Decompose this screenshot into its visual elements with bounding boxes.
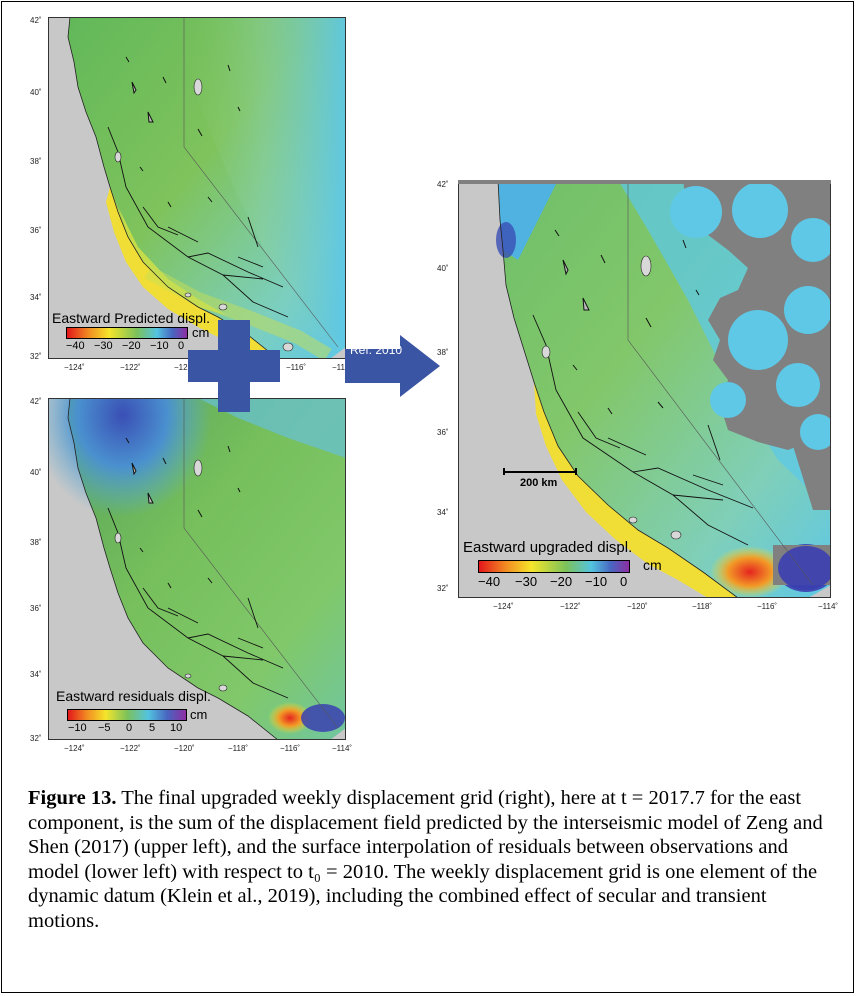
lat-tick: 34˚ (437, 508, 449, 517)
lon-tick: −124˚ (493, 602, 514, 611)
lon-tick: −114˚ (332, 744, 353, 753)
colorbar-title: Eastward Predicted displ. (52, 310, 210, 326)
lon-tick: −122˚ (120, 363, 141, 372)
colorbar-unit: cm (643, 557, 662, 573)
lon-tick: −114˚ (818, 602, 839, 611)
colorbar-tick: 10 (170, 722, 183, 734)
colorbar-tick: −10 (68, 722, 87, 734)
colorbar-tick: 0 (178, 340, 185, 352)
lat-tick: 36˚ (30, 604, 42, 613)
lon-tick: −116˚ (280, 744, 301, 753)
upgraded-map (458, 180, 831, 598)
colorbar-tick: 0 (620, 574, 628, 589)
colorbar-tick: −10 (150, 340, 169, 352)
scale-bar (503, 468, 577, 475)
plus-icon (188, 320, 280, 412)
colorbar (66, 327, 188, 339)
lat-tick: 38˚ (30, 538, 42, 547)
arrow-icon (345, 335, 440, 397)
lat-tick: 40˚ (30, 468, 42, 477)
colorbar-title: Eastward upgraded displ. (463, 539, 633, 556)
colorbar-title: Eastward residuals displ. (56, 688, 211, 704)
colorbar-tick: −40 (478, 574, 501, 589)
lat-tick: 42˚ (30, 16, 42, 25)
residuals-map (48, 398, 346, 740)
lat-tick: 34˚ (30, 293, 42, 302)
scale-bar-label: 200 km (520, 477, 558, 489)
colorbar (67, 709, 187, 721)
lat-tick: 40˚ (30, 88, 42, 97)
lat-tick: 42˚ (437, 180, 449, 189)
lon-tick: −124˚ (64, 363, 85, 372)
lon-tick: −122˚ (560, 602, 581, 611)
colorbar-unit: cm (192, 325, 210, 340)
predicted-map (48, 17, 346, 359)
colorbar-tick: −20 (550, 574, 573, 589)
lon-tick: −118˚ (692, 602, 713, 611)
lon-tick: −118˚ (228, 744, 249, 753)
lon-tick: −120˚ (627, 602, 648, 611)
caption-text: The final upgraded weekly displacement g… (28, 787, 823, 932)
lon-tick: −114˚ (332, 363, 353, 372)
lon-tick: −122˚ (120, 744, 141, 753)
lon-tick: −120˚ (174, 744, 195, 753)
colorbar (478, 560, 630, 573)
figure-caption: Figure 13. The final upgraded weekly dis… (28, 786, 828, 933)
colorbar-tick: −30 (94, 340, 113, 352)
lon-tick: −116˚ (757, 602, 778, 611)
lon-tick: −124˚ (64, 744, 85, 753)
lat-tick: 36˚ (437, 428, 449, 437)
colorbar-unit: cm (190, 707, 208, 722)
lon-tick: −116˚ (286, 363, 307, 372)
colorbar-tick: −10 (585, 574, 608, 589)
lon-tick: −120˚ (174, 363, 195, 372)
arrow-label: Ref. 2010 (350, 343, 403, 357)
colorbar-tick: 0 (126, 722, 133, 734)
lat-tick: 38˚ (30, 157, 42, 166)
lat-tick: 40˚ (437, 264, 449, 273)
colorbar-tick: 5 (149, 722, 156, 734)
lat-tick: 32˚ (30, 734, 42, 743)
lat-tick: 36˚ (30, 226, 42, 235)
lat-tick: 34˚ (30, 670, 42, 679)
colorbar-tick: −20 (122, 340, 141, 352)
lat-tick: 38˚ (437, 348, 449, 357)
lat-tick: 42˚ (30, 397, 42, 406)
caption-label: Figure 13. (28, 787, 117, 809)
lat-tick: 32˚ (437, 584, 449, 593)
colorbar-tick: −5 (98, 722, 111, 734)
colorbar-tick: −30 (515, 574, 538, 589)
colorbar-tick: −40 (66, 340, 85, 352)
lat-tick: 32˚ (30, 352, 42, 361)
